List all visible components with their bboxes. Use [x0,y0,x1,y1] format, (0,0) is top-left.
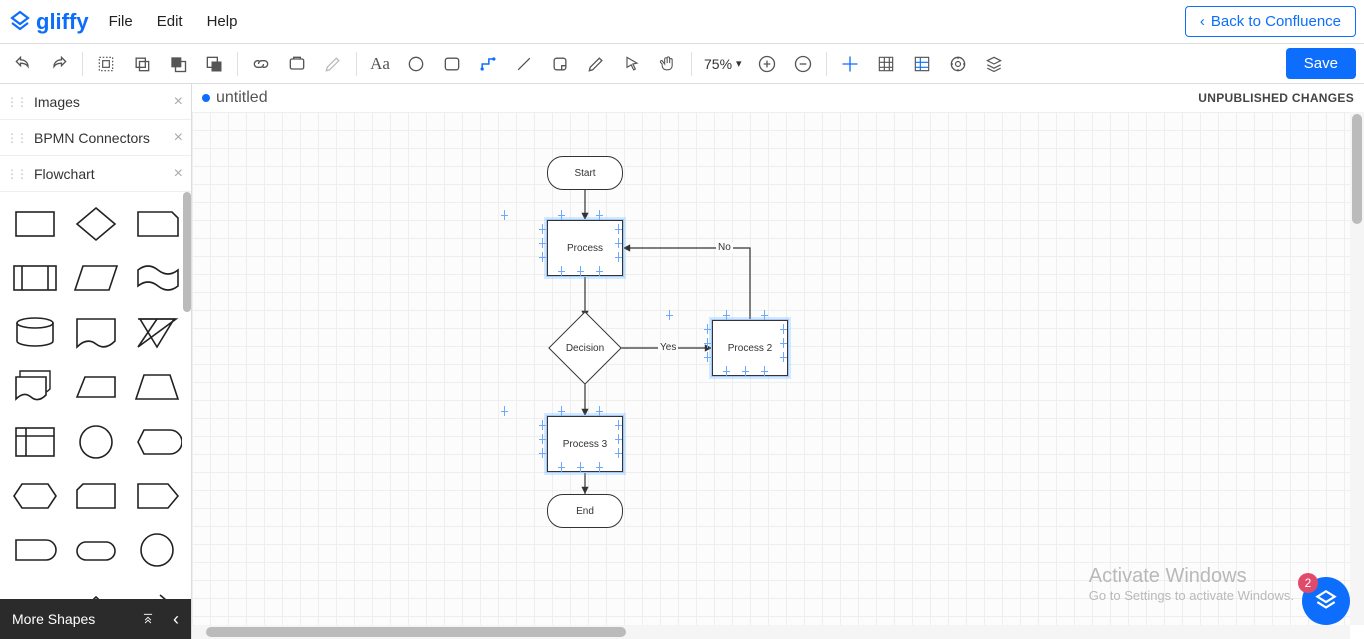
copy-button[interactable] [127,49,157,79]
menu-items: File Edit Help [109,13,238,30]
shape-internal[interactable] [10,420,60,464]
close-icon[interactable]: × [174,129,183,147]
shape-parallelogram[interactable] [71,256,121,300]
menu-bar: gliffy File Edit Help ‹ Back to Confluen… [0,0,1364,44]
more-shapes-label: More Shapes [12,611,95,627]
panel-label: BPMN Connectors [34,130,150,146]
panel-images[interactable]: ⋮⋮ Images × [0,84,191,120]
help-fab[interactable]: 2 [1302,577,1350,625]
shapes-grid [0,192,191,639]
edit-style-button[interactable] [318,49,348,79]
toolbar: Aa 75% ▾ Save [0,44,1364,84]
freehand-tool[interactable] [581,49,611,79]
shape-display[interactable] [132,420,182,464]
shape-tag[interactable] [132,474,182,518]
shape-stadium[interactable] [71,528,121,572]
shape-multi-doc[interactable] [10,365,60,409]
node-process3[interactable]: Process 3 [547,416,623,472]
ellipse-tool[interactable] [401,49,431,79]
unsaved-indicator-icon [202,94,210,102]
panel-label: Images [34,94,80,110]
grip-icon: ⋮⋮ [6,167,26,181]
chevron-left-icon[interactable]: ‹ [173,609,179,630]
shape-flag[interactable] [132,202,182,246]
group-button[interactable] [91,49,121,79]
pointer-tool[interactable] [617,49,647,79]
close-icon[interactable]: × [174,93,183,111]
node-start[interactable]: Start [547,156,623,190]
grid-button[interactable] [871,49,901,79]
chevron-left-icon: ‹ [1200,13,1205,30]
zoom-value: 75% [704,56,732,72]
node-decision[interactable]: Decision [549,312,621,384]
document-status: UNPUBLISHED CHANGES [1198,91,1354,105]
redo-button[interactable] [44,49,74,79]
drawing-guides-button[interactable] [907,49,937,79]
shape-circle2[interactable] [132,528,182,572]
save-button[interactable]: Save [1286,48,1356,79]
line-tool[interactable] [509,49,539,79]
edge-label[interactable]: No [716,242,733,253]
close-icon[interactable]: × [174,165,183,183]
zoom-out-button[interactable] [788,49,818,79]
shape-stadium-left[interactable] [10,528,60,572]
zoom-dropdown[interactable]: 75% ▾ [700,56,746,72]
shape-rect[interactable] [10,202,60,246]
bring-front-button[interactable] [163,49,193,79]
panel-flowchart[interactable]: ⋮⋮ Flowchart × [0,156,191,192]
theme-button[interactable] [943,49,973,79]
shape-triangle[interactable] [132,311,182,355]
rect-tool[interactable] [437,49,467,79]
pan-tool[interactable] [653,49,683,79]
back-button-label: Back to Confluence [1211,13,1341,30]
note-tool[interactable] [545,49,575,79]
layers-button[interactable] [979,49,1009,79]
vertical-scrollbar[interactable] [1350,112,1364,625]
panel-bpmn[interactable]: ⋮⋮ BPMN Connectors × [0,120,191,156]
horizontal-scrollbar[interactable] [192,625,1350,639]
send-back-button[interactable] [199,49,229,79]
text-tool[interactable]: Aa [365,49,395,79]
grip-icon: ⋮⋮ [6,95,26,109]
shape-diamond[interactable] [71,202,121,246]
document-title-bar: untitled UNPUBLISHED CHANGES [192,84,1364,112]
logo[interactable]: gliffy [8,9,89,35]
more-shapes-button[interactable]: More Shapes ‹ [0,599,191,639]
menu-file[interactable]: File [109,13,133,30]
grip-icon: ⋮⋮ [6,131,26,145]
shape-doc[interactable] [71,311,121,355]
panel-label: Flowchart [34,166,95,182]
zoom-in-button[interactable] [752,49,782,79]
fab-badge: 2 [1298,573,1318,593]
node-process2[interactable]: Process 2 [712,320,788,376]
shape-wave[interactable] [132,256,182,300]
connector-tool[interactable] [473,49,503,79]
canvas[interactable]: Yes No Start Process Decision Process 2 Proces… [192,112,1350,625]
popup-button[interactable] [282,49,312,79]
chevron-down-icon: ▾ [736,57,742,70]
snap-grid-button[interactable] [835,49,865,79]
collapse-icon[interactable] [141,612,155,626]
undo-button[interactable] [8,49,38,79]
node-end[interactable]: End [547,494,623,528]
shape-cylinder[interactable] [10,311,60,355]
back-to-confluence-button[interactable]: ‹ Back to Confluence [1185,6,1356,37]
shape-trapezoid[interactable] [132,365,182,409]
edge-label[interactable]: Yes [658,342,678,353]
sidebar-scrollbar[interactable] [183,192,191,312]
menu-edit[interactable]: Edit [157,13,183,30]
shape-circle[interactable] [71,420,121,464]
shape-trapezoid-r[interactable] [71,365,121,409]
shape-hexagon[interactable] [10,474,60,518]
logo-text: gliffy [36,9,89,35]
document-title[interactable]: untitled [216,89,268,107]
menu-help[interactable]: Help [207,13,238,30]
node-process[interactable]: Process [547,220,623,276]
shape-predef[interactable] [10,256,60,300]
link-button[interactable] [246,49,276,79]
shape-card[interactable] [71,474,121,518]
canvas-area: untitled UNPUBLISHED CHANGES Yes No Start P… [192,84,1364,639]
shape-sidebar: ⋮⋮ Images × ⋮⋮ BPMN Connectors × ⋮⋮ Flow… [0,84,192,639]
